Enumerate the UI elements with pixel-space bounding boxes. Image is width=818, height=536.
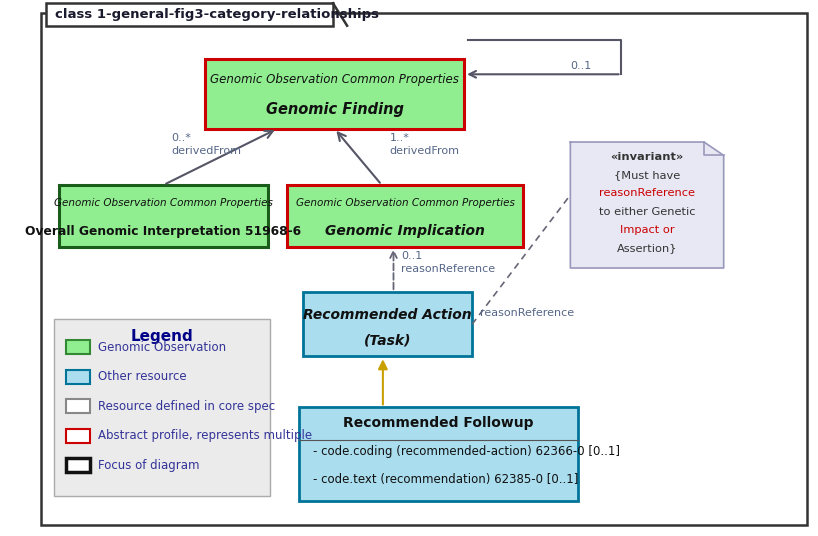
Bar (66, 399, 90, 413)
Bar (287, 185, 524, 247)
Text: Assertion}: Assertion} (617, 243, 677, 253)
Text: - code.coding (recommended-action) 62366-0 [0..1]: - code.coding (recommended-action) 62366… (313, 445, 620, 458)
Bar (54, 319, 270, 496)
Bar (204, 59, 465, 129)
Polygon shape (570, 142, 724, 268)
Bar (66, 458, 90, 472)
Text: reasonReference: reasonReference (599, 188, 695, 198)
Text: Genomic Observation Common Properties: Genomic Observation Common Properties (210, 73, 459, 86)
Text: reasonReference: reasonReference (402, 264, 496, 274)
Text: Genomic Observation Common Properties: Genomic Observation Common Properties (54, 198, 273, 209)
Text: Other resource: Other resource (98, 370, 187, 383)
Text: to either Genetic: to either Genetic (599, 207, 695, 217)
Bar (66, 340, 90, 354)
Text: Genomic Implication: Genomic Implication (326, 224, 485, 238)
Text: Focus of diagram: Focus of diagram (98, 459, 200, 472)
Text: Genomic Finding: Genomic Finding (266, 102, 403, 117)
Text: Impact or: Impact or (620, 225, 674, 235)
Text: derivedFrom: derivedFrom (389, 146, 460, 156)
Text: 0..1: 0..1 (570, 61, 591, 71)
Text: Legend: Legend (131, 329, 193, 344)
Text: «invariant»: «invariant» (610, 152, 684, 162)
Text: class 1-general-fig3-category-relationships: class 1-general-fig3-category-relationsh… (56, 8, 380, 21)
Text: Abstract profile, represents multiple: Abstract profile, represents multiple (98, 429, 312, 442)
Text: Recommended Followup: Recommended Followup (344, 416, 534, 430)
Bar (66, 370, 90, 384)
Text: - code.text (recommendation) 62385-0 [0..1]: - code.text (recommendation) 62385-0 [0.… (313, 473, 578, 486)
Text: Genomic Observation: Genomic Observation (98, 341, 226, 354)
Text: {Must have: {Must have (614, 170, 680, 180)
Text: Resource defined in core spec: Resource defined in core spec (98, 400, 275, 413)
Text: 0..1: 0..1 (402, 251, 423, 260)
Text: (Task): (Task) (364, 333, 411, 347)
Bar (46, 3, 333, 26)
Text: Overall Genomic Interpretation 51968-6: Overall Genomic Interpretation 51968-6 (25, 225, 302, 237)
Text: 1..*: 1..* (389, 133, 410, 143)
Text: Recommended Action: Recommended Action (303, 308, 472, 322)
Bar (60, 185, 267, 247)
Bar (299, 407, 578, 501)
Bar (66, 429, 90, 443)
Text: reasonReference: reasonReference (480, 308, 574, 318)
Bar (303, 292, 472, 356)
Text: derivedFrom: derivedFrom (172, 146, 241, 156)
Text: Genomic Observation Common Properties: Genomic Observation Common Properties (296, 198, 515, 209)
Text: 0..*: 0..* (172, 133, 191, 143)
